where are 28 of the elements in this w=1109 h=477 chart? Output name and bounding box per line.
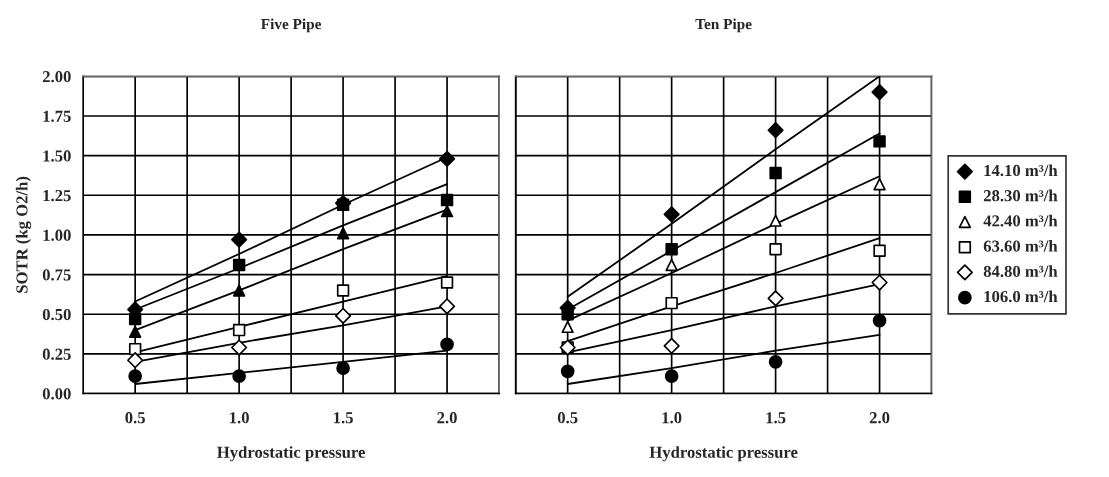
x-tick-label: 2.0 xyxy=(869,412,890,424)
y-axis-title: SOTR (kg O2/h) xyxy=(15,176,32,293)
legend-label: 42.40 m³/h xyxy=(983,214,1058,227)
x-tick-label: 0.5 xyxy=(125,412,145,424)
y-tick-label: 1.75 xyxy=(43,110,71,122)
legend-label: 106.0 m³/h xyxy=(984,290,1058,303)
x-tick-label: 1.0 xyxy=(662,412,682,424)
x-axis-title: Hydrostatic pressure xyxy=(217,446,365,462)
x-tick-label: 1.0 xyxy=(230,412,249,424)
chart-title: Five Pipe xyxy=(261,18,322,33)
y-tick-label: 0.50 xyxy=(42,308,71,321)
y-tick-label: 0.00 xyxy=(42,388,71,400)
y-tick-label: 1.00 xyxy=(43,229,71,241)
x-tick-label: 2.0 xyxy=(437,412,457,424)
x-tick-label: 0.5 xyxy=(557,412,578,424)
y-tick-label: 1.50 xyxy=(43,150,71,162)
y-tick-label: 2.00 xyxy=(42,71,71,83)
x-tick-label: 1.5 xyxy=(766,412,786,424)
y-tick-label: 1.25 xyxy=(43,190,71,202)
chart-title: Ten Pipe xyxy=(695,18,752,33)
y-tick-label: 0.25 xyxy=(42,348,71,360)
legend-label: 14.10 m³/h xyxy=(984,164,1058,177)
y-tick-label: 0.75 xyxy=(42,269,71,281)
legend-label: 28.30 m³/h xyxy=(983,189,1058,202)
legend-label: 63.60 m³/h xyxy=(983,240,1058,252)
x-tick-label: 1.5 xyxy=(334,412,353,424)
x-axis-title: Hydrostatic pressure xyxy=(649,446,798,462)
legend-label: 84.80 m³/h xyxy=(983,265,1058,278)
